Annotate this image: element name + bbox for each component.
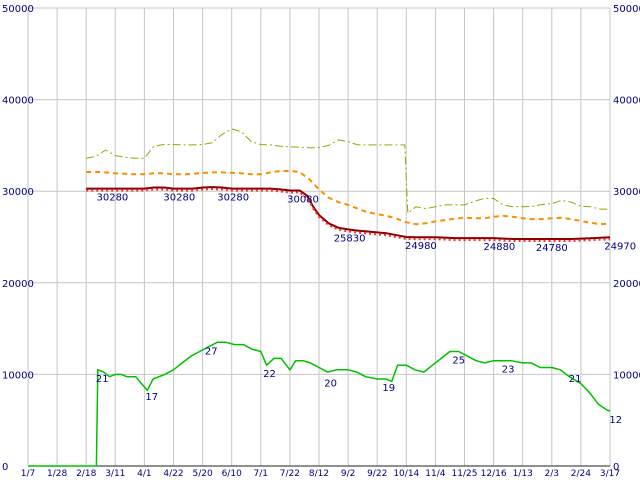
store-count-label: 23 (502, 365, 515, 376)
store-count-label: 21 (96, 374, 109, 385)
y-axis-label-right: 10000 (613, 370, 640, 381)
price-label: 30280 (217, 193, 249, 204)
store-count-label: 17 (145, 392, 158, 403)
y-axis-label-left: 30000 (2, 187, 34, 198)
price-label: 30080 (287, 195, 319, 206)
x-axis-label: 1/13 (513, 469, 533, 479)
x-axis-label: 7/22 (280, 469, 300, 479)
x-axis-label: 4/22 (163, 469, 183, 479)
average-price-line (86, 170, 611, 226)
y-axis-label-left: 0 (2, 462, 8, 473)
y-axis-label-left: 10000 (2, 370, 34, 381)
y-axis-label-left: 50000 (2, 4, 34, 15)
highest-price-line (86, 128, 610, 214)
y-axis-label-right: 0 (613, 462, 619, 473)
price-label: 24880 (483, 242, 515, 253)
lowest-price-line (86, 186, 611, 240)
y-axis-label-left: 40000 (2, 96, 34, 107)
x-axis-label: 3/17 (600, 469, 620, 479)
store-count-label: 25 (452, 356, 465, 367)
x-axis-label: 12/16 (481, 469, 507, 479)
x-axis-label: 3/11 (105, 469, 125, 479)
y-axis-label-left: 20000 (2, 279, 34, 290)
store-count-label: 21 (569, 374, 582, 385)
y-axis-label-right: 20000 (613, 279, 640, 290)
x-axis-label: 5/20 (192, 469, 212, 479)
store-count-label: 19 (382, 383, 395, 394)
x-axis-label: 6/10 (222, 469, 242, 479)
store-count-label: 20 (324, 378, 337, 389)
x-axis-label: 11/4 (425, 469, 445, 479)
y-axis-label-right: 40000 (613, 96, 640, 107)
y-axis-label-right: 30000 (613, 187, 640, 198)
x-axis-label: 8/12 (309, 469, 329, 479)
store-count-label: 12 (609, 415, 622, 426)
x-axis-label: 10/14 (393, 469, 419, 479)
price-label: 25830 (334, 233, 366, 244)
x-axis-label: 9/22 (367, 469, 387, 479)
x-axis-label: 9/2 (341, 469, 355, 479)
x-axis-label: 2/3 (545, 469, 559, 479)
y-axis-label-right: 50000 (613, 4, 640, 15)
x-axis-label: 1/7 (21, 469, 35, 479)
x-axis-label: 11/25 (452, 469, 478, 479)
x-axis-label: 4/1 (137, 469, 151, 479)
price-label: 24980 (405, 241, 437, 252)
x-axis-label: 2/24 (571, 469, 591, 479)
price-label: 30280 (163, 193, 195, 204)
store-count-line (28, 341, 611, 467)
price-label: 24780 (536, 243, 568, 254)
store-count-label: 22 (263, 369, 276, 380)
x-axis-label: 1/28 (47, 469, 67, 479)
x-axis-label: 7/1 (254, 469, 268, 479)
price-label: 24970 (604, 241, 636, 252)
store-count-label: 27 (205, 346, 218, 357)
x-axis-label: 2/18 (76, 469, 96, 479)
price-label: 30280 (96, 193, 128, 204)
